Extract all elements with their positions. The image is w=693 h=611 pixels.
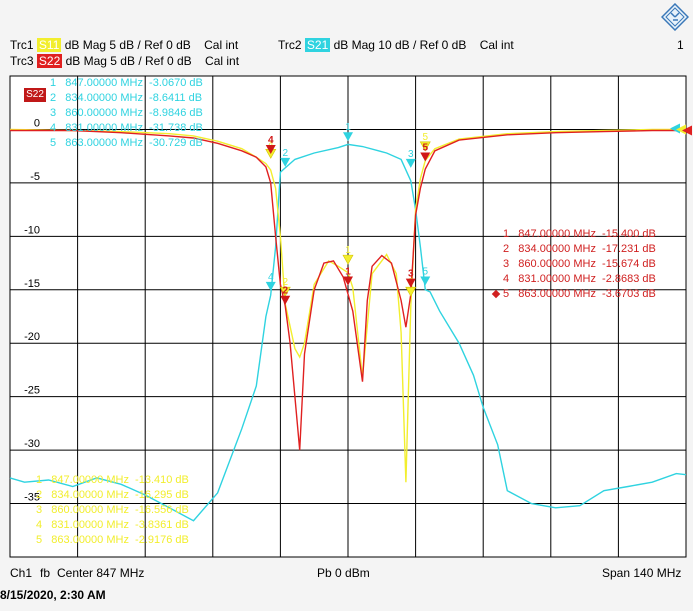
trace-lines <box>9 128 687 522</box>
footer-span: Span 140 MHz <box>602 566 682 580</box>
timestamp: 8/15/2020, 2:30 AM <box>0 588 106 602</box>
marker-label-s21-2: 2 <box>282 148 288 159</box>
trace1-format: dB Mag 5 dB / Ref 0 dB <box>64 38 191 52</box>
trace2-header: Trc2 S21 dB Mag 10 dB / Ref 0 dB Cal int <box>278 38 514 52</box>
marker-label-s11-1: 1 <box>345 245 351 256</box>
trace1-id: Trc1 <box>10 38 34 52</box>
footer-fb: fb <box>40 566 51 580</box>
s22-marker-row: 1 847.00000 MHz -15.400 dB <box>503 228 656 240</box>
s21-marker-row: 1 847.00000 MHz -3.0670 dB <box>50 77 203 89</box>
marker-s22-1 <box>343 276 353 286</box>
marker-s21-2 <box>280 157 291 167</box>
marker-s22-5 <box>420 152 431 162</box>
trace-line-s22 <box>10 129 686 451</box>
y-tick-label: -20 <box>24 331 40 343</box>
marker-s21-3 <box>405 158 416 168</box>
trace-markers: 123451234512345 <box>265 122 692 305</box>
s11-marker-row: 1 847.00000 MHz -13.410 dB <box>36 474 189 486</box>
marker-s22-3 <box>405 278 416 288</box>
trace3-cal: Cal int <box>205 54 240 68</box>
trace1-param-badge[interactable]: S11 <box>36 38 62 52</box>
s11-marker-row: 4 831.00000 MHz -3.8361 dB <box>36 519 189 531</box>
marker-s11-5 <box>419 141 431 152</box>
y-tick-label: -25 <box>24 385 40 397</box>
trace2-param-badge[interactable]: S21 <box>304 38 331 52</box>
trace3-header: Trc3 S22 dB Mag 5 dB / Ref 0 dB Cal int <box>10 54 239 68</box>
s21-marker-row: 5 863.00000 MHz -30.729 dB <box>50 137 203 149</box>
marker-s22-4 <box>265 145 276 155</box>
marker-label-s22-2: 2 <box>282 286 288 297</box>
trace2-cal: Cal int <box>479 38 514 52</box>
ref-arrow-s21 <box>670 123 680 134</box>
s21-marker-row: 2 834.00000 MHz -8.6411 dB <box>50 92 203 104</box>
marker-s21-5 <box>420 276 431 286</box>
marker-s11-1 <box>342 254 354 265</box>
s21-marker-row: 3 860.00000 MHz -8.9846 dB <box>50 107 203 119</box>
trace3-id: Trc3 <box>10 54 34 68</box>
marker-label-s22-5: 5 <box>422 143 428 154</box>
marker-s21-1 <box>343 132 353 142</box>
s22-marker-row: 3 860.00000 MHz -15.674 dB <box>503 258 656 270</box>
s22-marker-row: 2 834.00000 MHz -17.231 dB <box>503 243 656 255</box>
s11-marker-row: 5 863.00000 MHz -2.9176 dB <box>36 534 189 546</box>
marker-label-s11-5: 5 <box>422 132 428 143</box>
s22-marker-row: 4 831.00000 MHz -2.8683 dB <box>503 273 656 285</box>
y-tick-label: 0 <box>34 117 40 129</box>
plot-grid <box>9 75 687 558</box>
footer-channel: Ch1 <box>10 566 33 580</box>
marker-s11-2 <box>279 286 291 297</box>
y-tick-label: -5 <box>30 171 40 183</box>
footer-center: Center 847 MHz <box>57 566 145 580</box>
s11-marker-row: 3 860.00000 MHz -16.556 dB <box>36 504 189 516</box>
s11-marker-row: 2 834.00000 MHz -16.295 dB <box>36 489 189 501</box>
trace2-id: Trc2 <box>278 38 302 52</box>
trace1-cal: Cal int <box>204 38 239 52</box>
y-tick-label: -30 <box>24 438 40 450</box>
trace3-param-badge[interactable]: S22 <box>36 54 63 68</box>
marker-s22-2 <box>280 295 291 305</box>
marker-label-s22-3: 3 <box>408 269 414 280</box>
y-tick-label: -10 <box>24 224 40 236</box>
trace-line-s21 <box>9 143 687 522</box>
marker-label-s21-5: 5 <box>422 267 428 278</box>
footer-power: Pb 0 dBm <box>317 566 370 580</box>
y-tick-label: -15 <box>24 278 40 290</box>
trace3-format: dB Mag 5 dB / Ref 0 dB <box>65 54 192 68</box>
trace-line-s11 <box>9 128 686 483</box>
marker-label-s21-3: 3 <box>408 149 414 160</box>
y-tick-labels: 0 -5 -10 -15 -20 -25 -30 -35 <box>24 117 40 503</box>
y-tick-label: -35 <box>24 492 40 504</box>
marker-label-s21-4: 4 <box>268 272 274 283</box>
ref-arrow-s22 <box>682 125 692 136</box>
marker-label-s22-4: 4 <box>268 135 274 146</box>
marker-label-s11-2: 2 <box>282 277 288 288</box>
channel-number: 1 <box>677 38 684 52</box>
ref-arrow-s11 <box>676 124 686 135</box>
s22-trace-tag[interactable]: S22 <box>24 88 46 102</box>
marker-label-s11-4: 4 <box>268 139 274 150</box>
s21-marker-row: 4 831.00000 MHz -31.738 dB <box>50 122 203 134</box>
marker-label-s21-1: 1 <box>345 122 351 133</box>
trace1-header: Trc1 S11 dB Mag 5 dB / Ref 0 dB Cal int <box>10 38 238 52</box>
trace2-format: dB Mag 10 dB / Ref 0 dB <box>333 38 467 52</box>
s22-marker-row-active: 5 863.00000 MHz -3.6703 dB <box>503 288 656 300</box>
marker-s21-4 <box>265 281 276 291</box>
brand-logo-icon <box>661 3 689 31</box>
marker-label-s22-1: 1 <box>345 267 351 278</box>
